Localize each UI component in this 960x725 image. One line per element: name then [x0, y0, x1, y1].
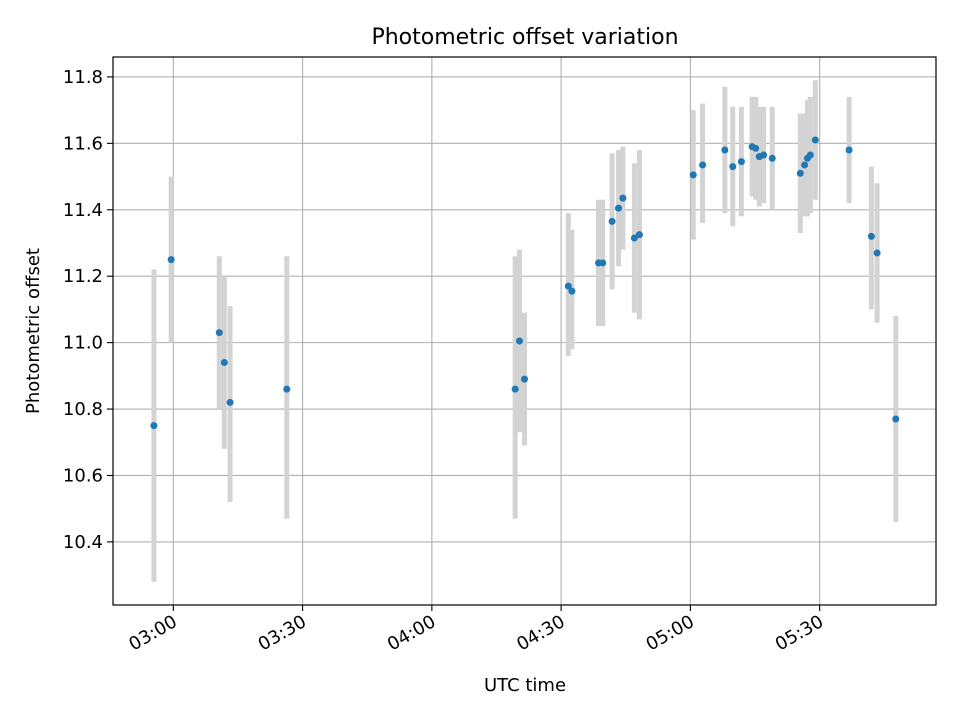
y-tick-label: 10.6	[63, 465, 103, 486]
x-tick-label: 04:30	[513, 611, 568, 655]
data-point	[867, 232, 875, 240]
data-point	[752, 144, 760, 152]
data-point	[811, 136, 819, 144]
x-axis-label: UTC time	[484, 675, 566, 696]
x-tick-label: 05:30	[772, 611, 827, 655]
data-point	[729, 163, 737, 171]
x-axis-ticks: 03:00 03:30 04:00 04:30 05:00 05:30	[125, 605, 827, 655]
data-point	[737, 158, 745, 166]
y-tick-label: 11.8	[63, 67, 103, 88]
data-point	[220, 359, 228, 367]
data-points	[150, 136, 900, 430]
x-tick-label: 03:00	[125, 611, 180, 655]
data-point	[873, 249, 881, 257]
y-tick-label: 11.0	[63, 333, 103, 354]
data-point	[689, 171, 697, 179]
data-point	[150, 422, 158, 430]
grid-lines	[113, 57, 936, 605]
x-tick-label: 03:30	[255, 611, 310, 655]
x-tick-label: 05:00	[642, 611, 697, 655]
data-point	[760, 151, 768, 159]
data-point	[619, 194, 627, 202]
data-point	[521, 375, 528, 383]
y-axis-label: Photometric offset	[23, 248, 44, 414]
y-tick-label: 10.8	[63, 399, 103, 420]
y-tick-label: 11.6	[63, 133, 103, 154]
data-point	[167, 256, 175, 264]
data-point	[635, 231, 643, 239]
data-point	[845, 146, 853, 154]
data-point	[226, 398, 234, 406]
data-point	[215, 329, 223, 337]
plot-frame	[112, 56, 937, 606]
y-tick-label: 11.4	[63, 200, 103, 221]
data-point	[806, 151, 814, 159]
data-point	[699, 161, 707, 169]
data-point	[515, 337, 523, 345]
data-point	[721, 146, 729, 154]
y-axis-ticks: 10.4 10.6 10.8 11.0 11.2 11.4 11.6 11.8	[63, 67, 113, 553]
data-point	[768, 154, 776, 162]
y-tick-label: 10.4	[63, 532, 103, 553]
data-point	[568, 287, 576, 295]
x-tick-label: 04:00	[384, 611, 439, 655]
chart-title: Photometric offset variation	[371, 25, 678, 50]
data-point	[801, 161, 809, 169]
data-point	[283, 385, 291, 393]
data-point	[599, 259, 607, 267]
data-point	[796, 169, 804, 177]
data-point	[630, 234, 638, 242]
error-bars	[151, 80, 899, 582]
data-point	[511, 385, 519, 393]
data-point	[892, 415, 900, 423]
data-point	[564, 282, 572, 290]
data-point	[608, 217, 616, 225]
y-tick-label: 11.2	[63, 266, 103, 287]
data-point	[615, 204, 623, 212]
